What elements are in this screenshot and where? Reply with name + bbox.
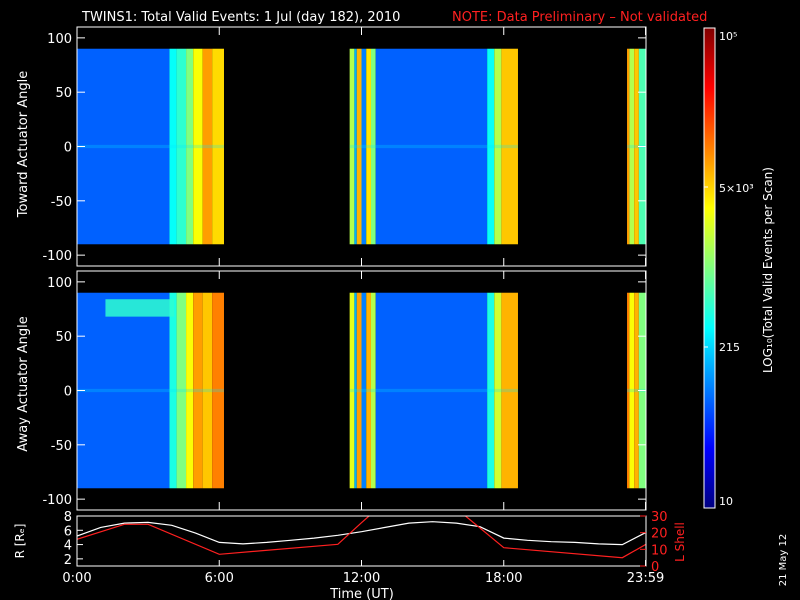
heatmap-column [634,292,639,489]
heatmap-column [370,48,376,245]
heatmap-column [370,292,376,489]
away-heatmap-panel: 100 50 0 -50 -100 [42,270,647,511]
heatmap-column [501,48,518,245]
colorbar-tick-label: 5×10³ [719,182,754,195]
chart-title: TWINS1: Total Valid Events: 1 Jul (day 1… [81,10,400,25]
toward-heatmap-panel: 100 50 0 -50 -100 [42,26,647,267]
heatmap-column [487,292,495,489]
colorbar-scale [703,27,716,509]
preliminary-note: NOTE: Data Preliminary – Not validated [452,10,707,25]
orbit-left-ylabel: R [Rₑ] [13,524,27,559]
heatmap-column [169,48,177,245]
date-stamp: 21 May 12 [778,534,789,586]
heatmap-zero-stripe [77,144,224,149]
heatmap-column [627,48,630,245]
right-y-tick-label: 0 [651,560,659,575]
heatmap-column [77,292,170,489]
right-y-tick-label: 30 [651,510,668,525]
heatmap-column [629,48,635,245]
heatmap-column [629,292,635,489]
x-tick-label: 6:00 [205,571,234,586]
heatmap-column [356,292,362,489]
colorbar-tick-label: 215 [719,341,740,354]
heatmap-column [634,48,639,245]
heatmap-column [375,292,488,489]
heatmap-column [375,48,488,245]
heatmap-column [193,48,203,245]
y-tick-label: 8 [64,510,72,525]
y-tick-label: 6 [64,524,72,539]
heatmap-column [354,48,357,245]
heatmap-column [176,48,187,245]
heatmap-column [366,292,371,489]
right-y-tick-label: 10 [651,543,668,558]
colorbar-tick-label: 10⁵ [719,30,737,43]
heatmap-column [193,292,203,489]
y-tick-label: -100 [42,493,72,508]
heatmap-zero-stripe [349,388,518,393]
y-tick-label: 100 [47,32,72,47]
y-tick-label: 0 [64,141,72,156]
heatmap-column [356,48,362,245]
orbit-right-ylabel: L Shell [673,522,687,562]
heatmap-column [366,48,371,245]
heatmap-column [501,292,518,489]
x-tick-label: 23:59 [627,571,664,586]
x-tick-label: 12:00 [343,571,380,586]
y-tick-label: 4 [64,539,72,554]
colorbar-label: LOG₁₀(Total Valid Events per Scan) [761,167,775,373]
heatmap-column [186,292,194,489]
heatmap-column [212,48,224,245]
right-y-tick-label: 20 [651,527,668,542]
heatmap-column [349,292,355,489]
x-tick-label: 18:00 [485,571,522,586]
colorbar: 10⁵ 5×10³ 215 10 LOG₁₀(Total Valid Event… [703,27,775,509]
heatmap-zero-stripe [627,144,646,149]
heatmap-zero-stripe [77,388,224,393]
heatmap-column [487,48,495,245]
x-axis-label: Time (UT) [329,587,394,600]
heatmap-column [361,292,367,489]
orbit-r-series [77,521,646,546]
heatmap-column [176,292,187,489]
y-tick-label: -50 [51,195,72,210]
x-tick-label: 0:00 [62,571,91,586]
orbit-lshell-series [77,516,646,559]
y-tick-label: 100 [47,276,72,291]
heatmap-column [354,292,357,489]
heatmap-column [212,292,224,489]
heatmap-zero-stripe [627,388,646,393]
heatmap-column [202,48,213,245]
y-tick-label: -100 [42,249,72,264]
colorbar-tick-label: 10 [719,495,733,508]
y-tick-label: 50 [55,86,72,101]
y-tick-label: -50 [51,439,72,454]
heatmap-column [202,292,213,489]
heatmap-column [186,48,194,245]
heatmap-zero-stripe [349,144,518,149]
heatmap-column [361,48,367,245]
heatmap-column [494,292,502,489]
y-tick-label: 2 [64,553,72,568]
heatmap-feature [105,299,175,317]
heatmap-column [169,292,177,489]
away-ylabel: Away Actuator Angle [16,316,31,451]
heatmap-column [77,48,170,245]
heatmap-column [494,48,502,245]
y-tick-label: 0 [64,385,72,400]
heatmap-column [627,292,630,489]
y-tick-label: 50 [55,330,72,345]
toward-ylabel: Toward Actuator Angle [16,71,31,218]
heatmap-column [349,48,355,245]
